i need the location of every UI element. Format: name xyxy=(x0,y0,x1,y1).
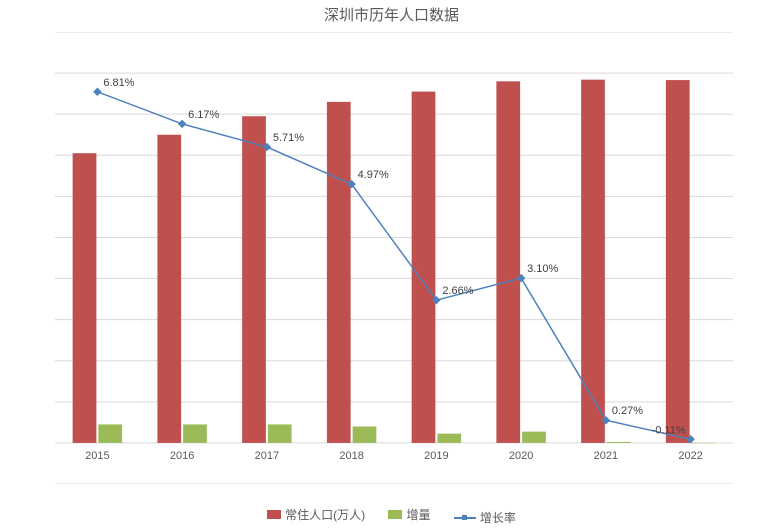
bar-increment xyxy=(437,434,461,443)
rate-label: 0.27% xyxy=(612,405,643,417)
rate-label: 4.97% xyxy=(358,169,389,181)
bar-population xyxy=(73,153,97,443)
marker-rate xyxy=(178,120,186,128)
svg-text:2017: 2017 xyxy=(255,450,279,462)
bar-population xyxy=(666,80,690,443)
bar-population xyxy=(242,116,266,443)
bar-population xyxy=(581,80,605,443)
legend-item-population: 常住人口(万人) xyxy=(267,506,365,523)
rate-label: 6.81% xyxy=(103,77,134,89)
bar-increment xyxy=(522,432,546,443)
bar-increment xyxy=(268,424,292,442)
rate-label: 5.71% xyxy=(273,132,304,144)
legend-item-increment: 增量 xyxy=(388,506,430,523)
rate-label: 2.66% xyxy=(442,285,473,297)
plot-area: -200020040060080010001200140016001800200… xyxy=(55,32,733,484)
bar-increment xyxy=(183,424,207,442)
rate-label: -0.11% xyxy=(652,424,686,436)
bar-increment xyxy=(607,442,631,443)
bar-population xyxy=(412,92,436,443)
svg-text:2022: 2022 xyxy=(678,450,702,462)
svg-text:2018: 2018 xyxy=(339,450,363,462)
population-chart: 深圳市历年人口数据 -20002004006008001000120014001… xyxy=(0,0,783,532)
svg-text:2020: 2020 xyxy=(509,450,533,462)
bar-population xyxy=(327,102,351,443)
chart-title: 深圳市历年人口数据 xyxy=(0,4,783,25)
rate-label: 6.17% xyxy=(188,109,219,121)
svg-text:2021: 2021 xyxy=(594,450,618,462)
rate-label: 3.10% xyxy=(527,263,558,275)
legend: 常住人口(万人) 增量 增长率 xyxy=(0,506,783,527)
svg-text:2015: 2015 xyxy=(85,450,109,462)
bar-population xyxy=(157,135,181,443)
bar-population xyxy=(496,81,520,443)
svg-text:2019: 2019 xyxy=(424,450,448,462)
bar-increment xyxy=(353,426,377,442)
svg-text:2016: 2016 xyxy=(170,450,194,462)
bar-increment xyxy=(98,424,122,442)
legend-item-rate: 增长率 xyxy=(454,509,516,526)
marker-rate xyxy=(93,88,101,96)
